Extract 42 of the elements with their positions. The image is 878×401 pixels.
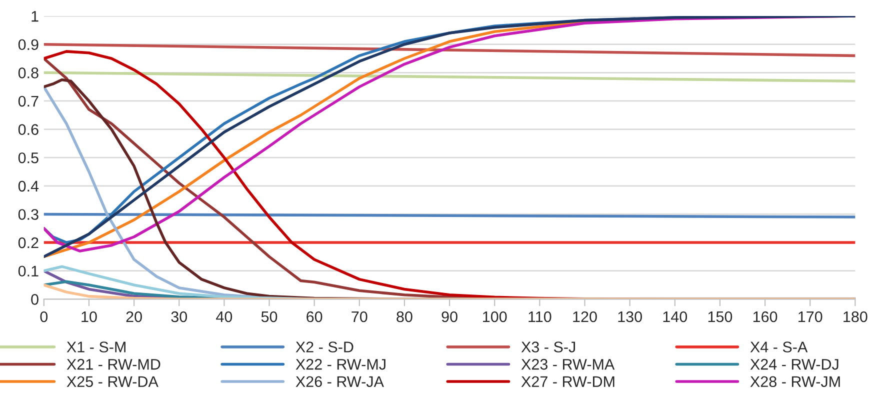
y-tick-label: 0.9 xyxy=(18,39,38,50)
y-tick-label: 0.8 xyxy=(18,68,38,78)
legend-label: X22 - RW-MJ xyxy=(296,358,386,370)
legend-label: X25 - RW-DA xyxy=(66,376,158,388)
x-tick-label: 60 xyxy=(306,311,322,322)
y-tick-label: 0.2 xyxy=(18,237,38,248)
x-tick-label: 130 xyxy=(618,311,642,322)
x-tick-label: 150 xyxy=(708,311,732,322)
y-tick-label: 0.7 xyxy=(18,96,38,107)
legend-label: X3 - S-J xyxy=(521,342,576,352)
x-tick-label: 180 xyxy=(844,311,868,322)
legend-label: X1 - S-M xyxy=(66,342,126,352)
x-tick-label: 170 xyxy=(798,311,822,322)
x-tick-label: 90 xyxy=(442,311,458,322)
x-tick-label: 140 xyxy=(663,311,688,322)
x-tick-label: 40 xyxy=(216,311,232,322)
x-tick-label: 100 xyxy=(483,311,507,322)
y-tick-label: 0.4 xyxy=(18,180,39,192)
legend-label: X4 - S-A xyxy=(750,342,808,352)
x-tick-label: 20 xyxy=(126,311,142,322)
x-tick-label: 80 xyxy=(396,311,412,322)
y-tick-label: 0.3 xyxy=(18,209,38,220)
legend-label: X26 - RW-JA xyxy=(296,376,384,388)
legend-label: X23 - RW-MA xyxy=(521,358,615,370)
x-tick-label: 50 xyxy=(261,311,278,322)
x-tick-label: 10 xyxy=(82,311,97,322)
x-tick-label: 120 xyxy=(573,311,597,322)
y-tick-label: 0.1 xyxy=(18,266,38,277)
legend-label: X27 - RW-DM xyxy=(521,376,614,387)
x-tick-label: 160 xyxy=(753,311,778,322)
x-tick-label: 110 xyxy=(528,311,552,322)
legend-label: X2 - S-D xyxy=(296,342,354,352)
y-tick-label: 0.5 xyxy=(18,152,38,164)
y-tick-label: 0.6 xyxy=(18,124,38,135)
legend-label: X28 - RW-JM xyxy=(750,376,840,388)
x-tick-label: 30 xyxy=(171,311,188,322)
y-tick-label: 1 xyxy=(32,11,38,22)
x-tick-label: 70 xyxy=(352,311,368,322)
legend-label: X21 - RW-MD xyxy=(66,358,160,370)
legend-label: X24 - RW-DJ xyxy=(750,358,838,370)
y-tick-label: 0 xyxy=(31,294,38,305)
x-tick-label: 0 xyxy=(40,311,48,322)
